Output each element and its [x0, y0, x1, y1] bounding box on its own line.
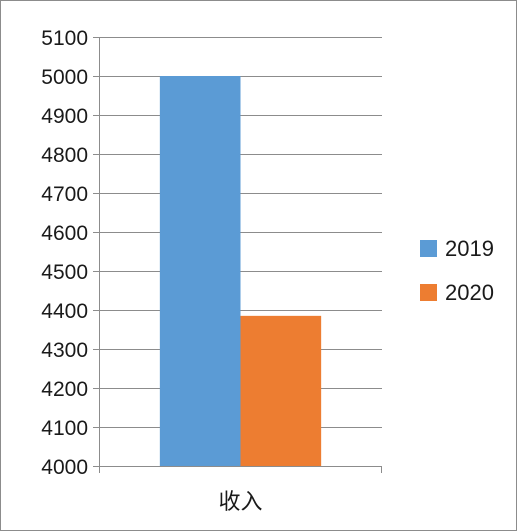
x-category-label: 收入	[218, 490, 262, 515]
legend-label-2020: 2020	[445, 280, 494, 305]
y-tick-labels: 4000 4100 4200 4300 4400 4500 4600 4700 4800 4900…	[41, 27, 88, 479]
bars	[159, 76, 322, 466]
y-tick-label: 4500	[41, 261, 88, 284]
y-tick-label: 4400	[41, 300, 88, 323]
y-tick-label: 4700	[41, 183, 88, 206]
legend-swatch-2019	[420, 240, 437, 257]
y-tick-label: 5100	[41, 27, 88, 50]
x-category-labels: 收入	[218, 490, 262, 515]
y-tick-label: 4100	[41, 417, 88, 440]
y-tick-label: 4200	[41, 378, 88, 401]
y-tick-label: 4800	[41, 144, 88, 167]
y-tick-label: 4000	[41, 456, 88, 479]
axes	[93, 37, 382, 473]
bar-2019	[159, 76, 241, 466]
bar-2020	[240, 315, 322, 466]
legend: 2019 2020	[420, 236, 494, 305]
legend-label-2019: 2019	[445, 236, 494, 261]
y-tick-label: 4300	[41, 339, 88, 362]
legend-swatch-2020	[420, 284, 437, 301]
y-tick-label: 5000	[41, 66, 88, 89]
y-tick-label: 4600	[41, 222, 88, 245]
y-tick-label: 4900	[41, 105, 88, 128]
